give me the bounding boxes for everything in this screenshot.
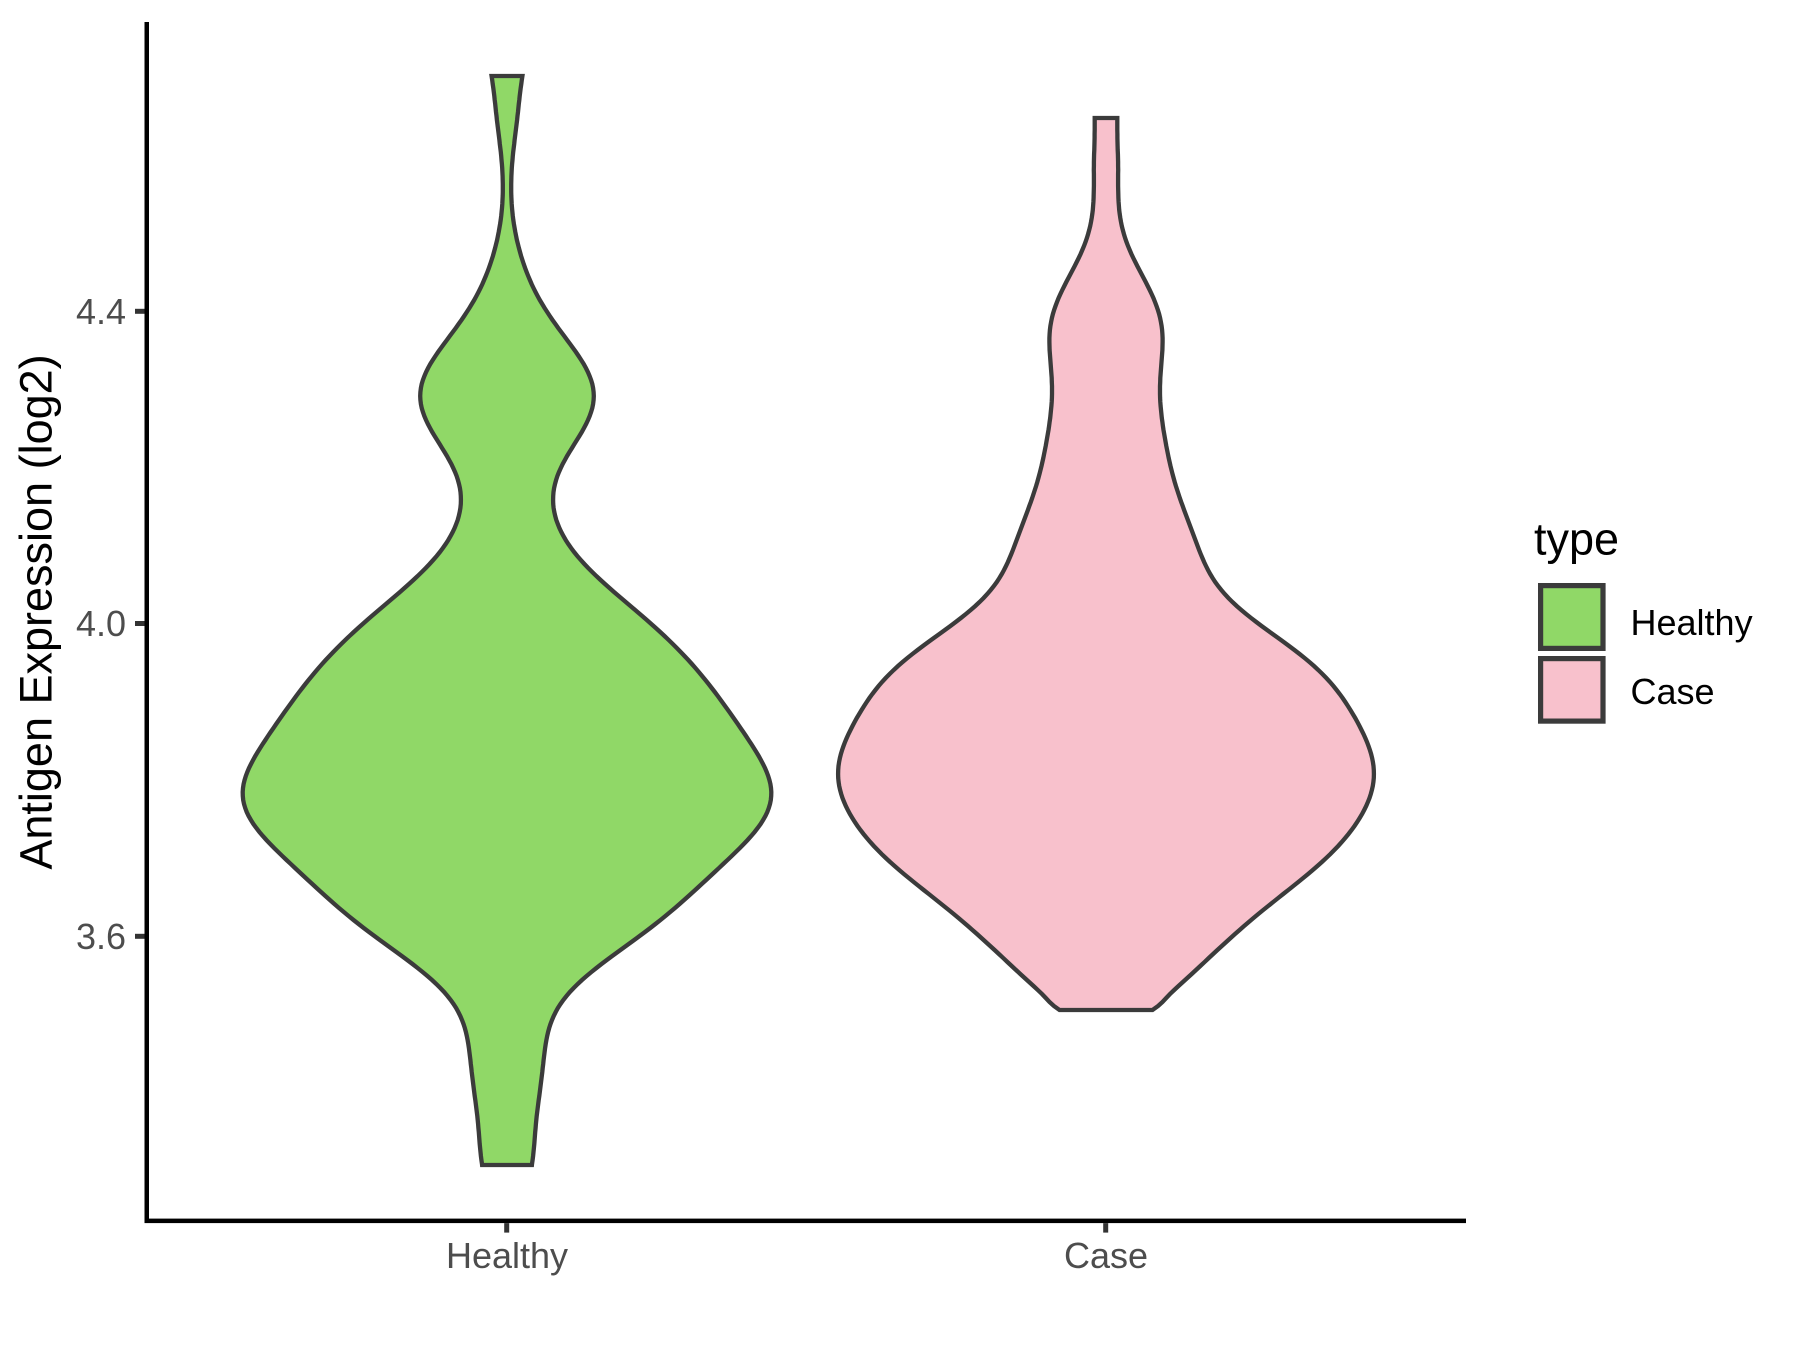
- svg-text:Case: Case: [1631, 671, 1715, 712]
- svg-text:4.0: 4.0: [76, 603, 126, 644]
- svg-text:type: type: [1534, 514, 1619, 565]
- svg-text:Antigen Expression (log2): Antigen Expression (log2): [11, 354, 62, 869]
- svg-text:Healthy: Healthy: [446, 1235, 568, 1276]
- svg-text:Case: Case: [1064, 1235, 1148, 1276]
- svg-text:3.6: 3.6: [76, 916, 126, 957]
- svg-text:Healthy: Healthy: [1631, 602, 1753, 643]
- svg-text:4.4: 4.4: [76, 291, 126, 332]
